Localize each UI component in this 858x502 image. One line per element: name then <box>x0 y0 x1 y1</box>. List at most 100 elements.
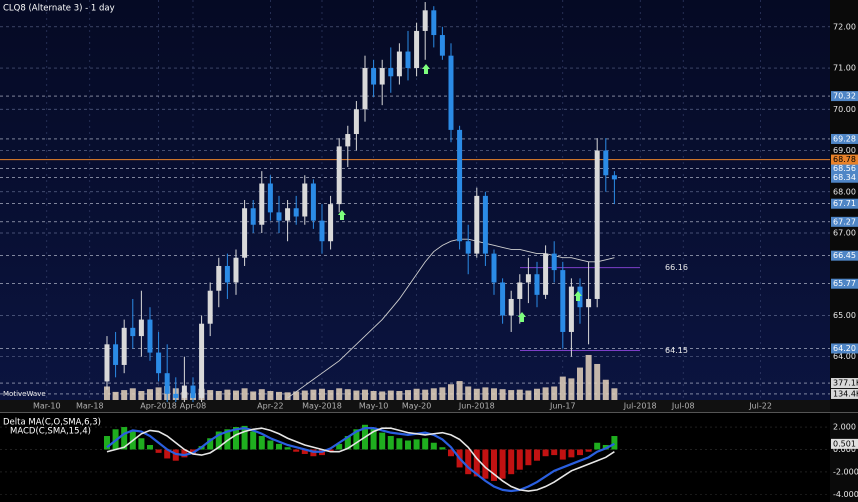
volume-bar <box>336 388 343 400</box>
histogram-bar <box>490 449 497 481</box>
candle-body <box>242 208 248 258</box>
volume-bar <box>293 391 300 400</box>
histogram-bar <box>267 440 274 450</box>
last-price-label-box <box>831 154 858 165</box>
histogram-bar <box>525 449 532 466</box>
histogram-bar <box>336 443 343 450</box>
x-tick-label: Jun-2018 <box>458 402 495 411</box>
volume-tick-label: 377.1K <box>833 379 858 388</box>
volume-bar <box>361 389 368 400</box>
volume-bar <box>146 389 153 400</box>
volume-bar <box>439 387 446 400</box>
indicator-title: MACD(C,SMA,15,4) <box>10 427 91 437</box>
candle-body <box>500 282 506 316</box>
candle-body <box>173 393 179 398</box>
volume-bar <box>138 390 145 400</box>
volume-bar <box>508 390 515 400</box>
histogram-bar <box>585 449 592 452</box>
signal-arrow <box>338 210 346 220</box>
y-tick-label: 67.00 <box>833 228 856 237</box>
level-label: 67.71 <box>833 199 856 208</box>
y-tick-label: 65.00 <box>833 311 856 320</box>
candle-body <box>603 150 609 176</box>
volume-bar <box>413 388 420 400</box>
candle-body <box>448 55 454 130</box>
candle-body <box>405 51 411 69</box>
histogram-bar <box>232 427 239 450</box>
histogram-bar <box>327 449 334 452</box>
x-tick-label: Apr-08 <box>180 402 206 411</box>
histogram-bar <box>508 449 515 475</box>
histogram-bar <box>404 440 411 450</box>
x-tick-label: Mar-10 <box>33 402 61 411</box>
annotation-label: 66.16 <box>665 263 688 272</box>
x-tick-label: May-10 <box>359 402 388 411</box>
candle-body <box>138 319 144 337</box>
candle-body <box>156 352 162 374</box>
x-tick-label: Jun-17 <box>549 402 576 411</box>
candle-body <box>199 323 205 398</box>
histogram-bar <box>146 444 153 450</box>
volume-bar <box>241 388 248 400</box>
histogram-bar <box>516 449 523 470</box>
volume-bar <box>594 363 601 400</box>
histogram-bar <box>413 439 420 450</box>
volume-bar <box>387 390 394 400</box>
candle-body <box>517 282 523 299</box>
candle-body <box>285 208 291 221</box>
volume-bar <box>258 389 265 400</box>
candle-body <box>414 30 420 69</box>
volume-bar <box>353 390 360 400</box>
level-label-box <box>831 163 858 174</box>
candle-body <box>345 134 351 147</box>
volume-bar <box>559 376 566 400</box>
candle-body <box>216 265 222 291</box>
volume-bar <box>250 391 257 400</box>
histogram-bar <box>387 436 394 450</box>
volume-bar <box>344 389 351 400</box>
y-tick-label: 2.000 <box>833 423 856 432</box>
candle-body <box>568 286 574 332</box>
candle-body <box>422 10 428 31</box>
candle-body <box>267 183 273 213</box>
x-tick-label: Jul-08 <box>671 402 695 411</box>
volume-bar <box>275 391 282 400</box>
volume-bar <box>542 387 549 400</box>
candle-body <box>233 257 239 283</box>
histogram-bar <box>301 449 308 454</box>
candle-body <box>336 146 342 205</box>
moving-average <box>287 238 615 399</box>
date-axis <box>0 400 830 412</box>
candle-body <box>259 183 265 225</box>
volume-bar <box>404 390 411 400</box>
indicator-title: Delta MA(C,O,SMA,6,3) <box>3 418 101 428</box>
annotation-label: 64.15 <box>665 346 688 355</box>
candle-body <box>482 195 488 254</box>
y-tick-label: 72.00 <box>833 22 856 31</box>
candle-body <box>543 253 549 295</box>
volume-bar <box>490 388 497 400</box>
volume-bar <box>422 389 429 400</box>
histogram-bar <box>551 449 558 456</box>
volume-bar <box>215 390 222 400</box>
histogram-bar <box>611 436 618 450</box>
x-tick-label: Jul-2018 <box>623 402 657 411</box>
volume-tick-label-box <box>831 388 858 399</box>
volume-bar <box>232 390 239 400</box>
candle-body <box>104 344 110 382</box>
histogram-bar <box>473 449 480 477</box>
histogram-bar <box>576 449 583 456</box>
candle-body <box>508 298 514 316</box>
level-label: 64.20 <box>833 344 856 353</box>
histogram-bar <box>103 436 110 450</box>
histogram-bar <box>370 428 377 450</box>
candle-body <box>181 385 187 398</box>
histogram-bar <box>447 449 454 457</box>
histogram-bar <box>241 425 248 450</box>
level-label-box <box>831 172 858 183</box>
histogram-bar <box>138 438 145 450</box>
candle-body <box>551 253 557 271</box>
last-value-label: 0.501 <box>833 439 856 448</box>
